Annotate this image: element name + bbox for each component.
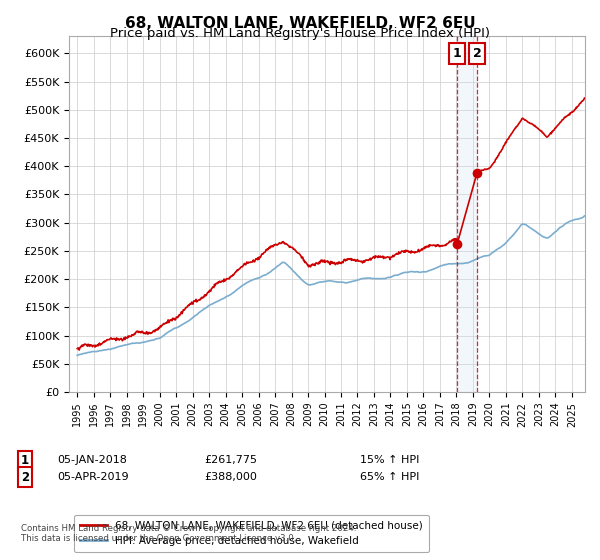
Text: 15% ↑ HPI: 15% ↑ HPI (360, 455, 419, 465)
Text: 05-APR-2019: 05-APR-2019 (57, 472, 128, 482)
Text: 2: 2 (21, 470, 29, 484)
Text: Contains HM Land Registry data © Crown copyright and database right 2024.
This d: Contains HM Land Registry data © Crown c… (21, 524, 356, 543)
Text: 1: 1 (21, 454, 29, 467)
Bar (457, 36, 477, 392)
Text: 65% ↑ HPI: 65% ↑ HPI (360, 472, 419, 482)
Text: £388,000: £388,000 (204, 472, 257, 482)
Text: 05-JAN-2018: 05-JAN-2018 (57, 455, 127, 465)
Text: 68, WALTON LANE, WAKEFIELD, WF2 6EU: 68, WALTON LANE, WAKEFIELD, WF2 6EU (125, 16, 475, 31)
Text: 2: 2 (473, 47, 481, 60)
Text: Price paid vs. HM Land Registry's House Price Index (HPI): Price paid vs. HM Land Registry's House … (110, 27, 490, 40)
Text: 1: 1 (452, 47, 461, 60)
Text: £261,775: £261,775 (204, 455, 257, 465)
Legend: 68, WALTON LANE, WAKEFIELD, WF2 6EU (detached house), HPI: Average price, detach: 68, WALTON LANE, WAKEFIELD, WF2 6EU (det… (74, 515, 429, 552)
